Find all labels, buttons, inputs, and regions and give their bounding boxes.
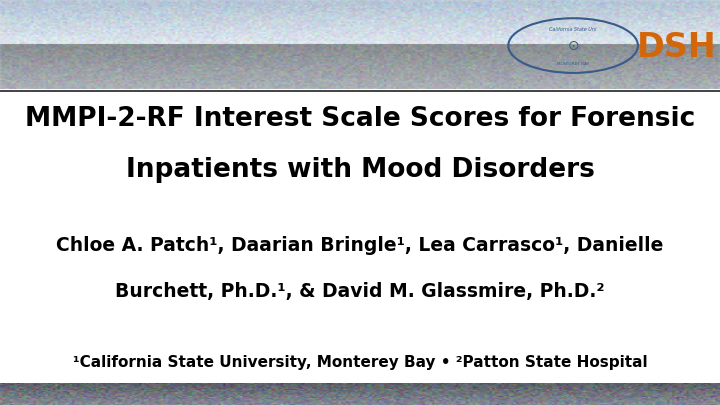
Text: MMPI-2-RF Interest Scale Scores for Forensic: MMPI-2-RF Interest Scale Scores for Fore… (25, 107, 695, 132)
Text: ⊙: ⊙ (567, 38, 579, 53)
Text: DSH: DSH (637, 31, 716, 64)
Text: California State Uni: California State Uni (549, 27, 597, 32)
Text: Inpatients with Mood Disorders: Inpatients with Mood Disorders (125, 157, 595, 183)
Text: Chloe A. Patch¹, Daarian Bringle¹, Lea Carrasco¹, Danielle: Chloe A. Patch¹, Daarian Bringle¹, Lea C… (56, 236, 664, 254)
Text: Burchett, Ph.D.¹, & David M. Glassmire, Ph.D.²: Burchett, Ph.D.¹, & David M. Glassmire, … (115, 282, 605, 301)
Text: ¹California State University, Monterey Bay • ²Patton State Hospital: ¹California State University, Monterey B… (73, 355, 647, 370)
Text: MONTEREY BAY: MONTEREY BAY (557, 62, 589, 66)
